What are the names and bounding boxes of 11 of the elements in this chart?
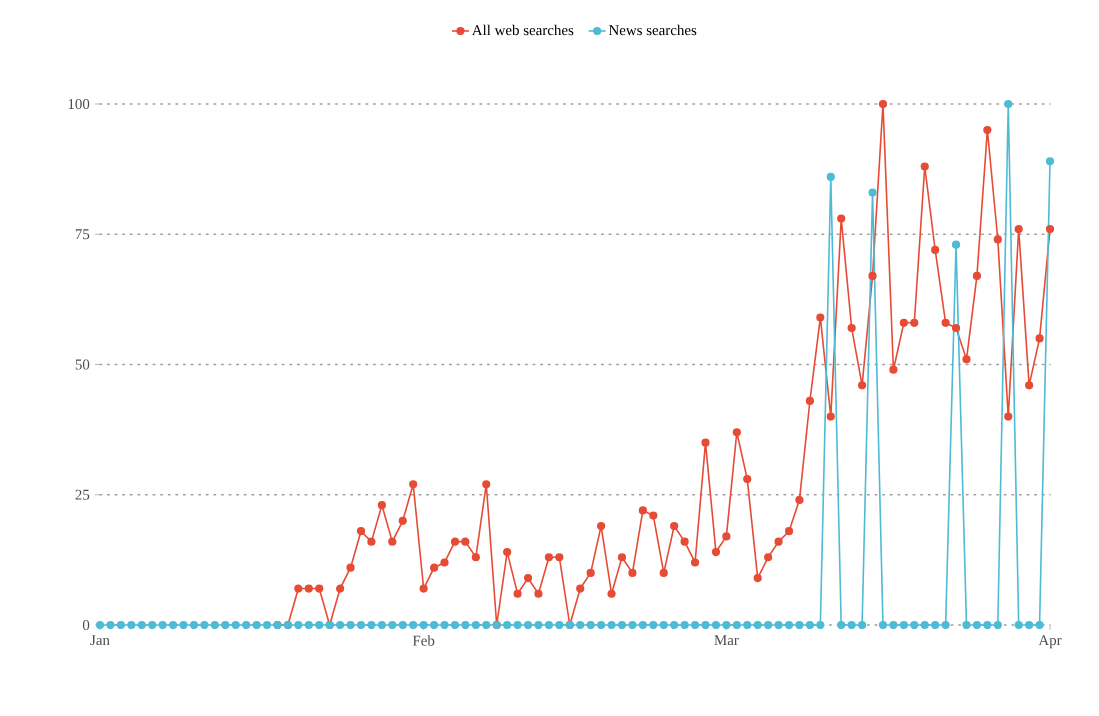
legend-label: News searches [608, 24, 697, 36]
y-tick-label: 50 [75, 359, 90, 370]
x-tick-label: Jan [90, 635, 110, 646]
legend-label: All web searches [471, 24, 574, 36]
x-tick-label: Apr [1038, 635, 1062, 649]
x-tick-label: Feb [412, 635, 435, 646]
y-tick-label: 0 [82, 619, 90, 631]
y-tick-label: 75 [75, 229, 90, 240]
x-tick-label: Mar [714, 635, 739, 646]
y-tick-label: 100 [68, 98, 90, 110]
y-tick-label: 25 [75, 489, 90, 500]
